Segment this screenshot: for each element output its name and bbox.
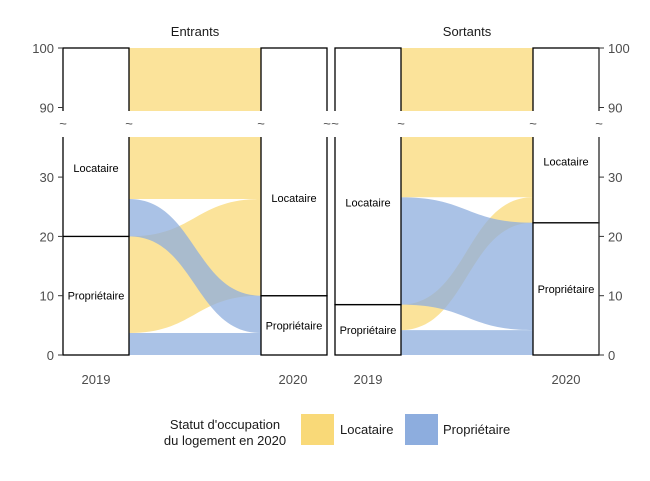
y-tick-label-left: 20 — [40, 229, 54, 244]
stratum-sortants-2019-proprietaire — [334, 303, 402, 356]
legend-label-locataire: Locataire — [340, 422, 393, 437]
axis-break-mark: ~ — [125, 116, 133, 131]
y-tick-label-right: 20 — [608, 229, 622, 244]
stratum-label-sortants-2020-locataire: Locataire — [543, 156, 588, 168]
stratum-label-entrants-2019-proprietaire: Propriétaire — [68, 291, 125, 303]
legend-key-proprietaire — [405, 414, 438, 445]
legend: Statut d'occupation du logement en 2020 … — [164, 414, 510, 448]
flow-entrants-locataire-to-locataire-upper — [129, 48, 261, 111]
y-tick-label-right: 10 — [608, 289, 622, 304]
stratum-sortants-2020-proprietaire — [532, 222, 600, 356]
axis-break-mark: ~ — [59, 116, 67, 131]
axis-break-mark: ~ — [529, 116, 537, 131]
y-tick-label-left: 100 — [32, 41, 54, 56]
y-tick-label-left: 0 — [47, 348, 54, 363]
legend-label-proprietaire: Propriétaire — [443, 422, 510, 437]
y-tick-label-right: 0 — [608, 348, 615, 363]
flows-upper-entrants — [129, 48, 261, 111]
strata-layer: Propriétaire Locataire Propriétaire Locatai… — [59, 47, 603, 356]
stratum-entrants-2020-proprietaire — [260, 295, 328, 356]
y-tick-label-left: 90 — [40, 101, 54, 116]
legend-key-locataire — [301, 414, 334, 445]
flow-sortants-locataire-to-locataire-upper — [401, 48, 533, 111]
axis-break-mark: ~ — [331, 116, 339, 131]
y-tick-label-right: 30 — [608, 170, 622, 185]
panel-title-entrants: Entrants — [171, 24, 220, 39]
stratum-entrants-2020-locataire — [260, 47, 328, 297]
axis-break-band-entrants — [59, 111, 331, 137]
y-tick-label-right: 100 — [608, 41, 630, 56]
axis-break-mark: ~ — [257, 116, 265, 131]
flow-entrants-locataire-to-proprietaire — [129, 199, 261, 334]
y-tick-label-right: 90 — [608, 101, 622, 116]
y-tick-label-left: 10 — [40, 289, 54, 304]
legend-title-line-2: du logement en 2020 — [164, 433, 286, 448]
flows-lower-sortants — [401, 137, 533, 355]
flow-sortants-locataire-to-proprietaire — [401, 197, 533, 331]
stratum-sortants-2019-locataire — [334, 47, 402, 306]
stratum-label-entrants-2020-proprietaire: Propriétaire — [266, 320, 323, 332]
stratum-label-entrants-2019-locataire: Locataire — [73, 163, 118, 175]
axis-break-mark: ~ — [595, 116, 603, 131]
flow-layer — [129, 48, 533, 355]
axis-break-band-sortants — [331, 111, 603, 137]
flow-entrants-proprietaire-to-proprietaire — [129, 333, 261, 355]
stratum-entrants-2019-proprietaire — [62, 235, 130, 356]
axis-break-mark: ~ — [397, 116, 405, 131]
y-tick-label-left: 30 — [40, 170, 54, 185]
x-tick-label-sortants-2020: 2020 — [552, 372, 581, 387]
flow-sortants-proprietaire-to-proprietaire — [401, 330, 533, 355]
flows-upper-sortants — [401, 48, 533, 111]
x-tick-label-entrants-2019: 2019 — [82, 372, 111, 387]
legend-title-line-1: Statut d'occupation — [170, 417, 280, 432]
panel-title-sortants: Sortants — [443, 24, 492, 39]
x-tick-label-sortants-2019: 2019 — [354, 372, 383, 387]
flow-entrants-locataire-to-locataire — [129, 137, 261, 200]
axes-layer: Entrants 2019 2020 Sortants 2019 2020 0 10 20 30 9… — [32, 24, 629, 387]
stratum-label-sortants-2020-proprietaire: Propriétaire — [538, 284, 595, 296]
stratum-entrants-2019-locataire — [62, 47, 130, 238]
x-tick-label-entrants-2020: 2020 — [279, 372, 308, 387]
stratum-label-sortants-2019-proprietaire: Propriétaire — [340, 325, 397, 337]
stratum-label-sortants-2019-locataire: Locataire — [345, 197, 390, 209]
axis-break-mark: ~ — [323, 116, 331, 131]
stratum-label-entrants-2020-locataire: Locataire — [271, 193, 316, 205]
flow-sortants-locataire-to-locataire — [401, 137, 533, 198]
flows-lower-entrants — [129, 137, 261, 355]
